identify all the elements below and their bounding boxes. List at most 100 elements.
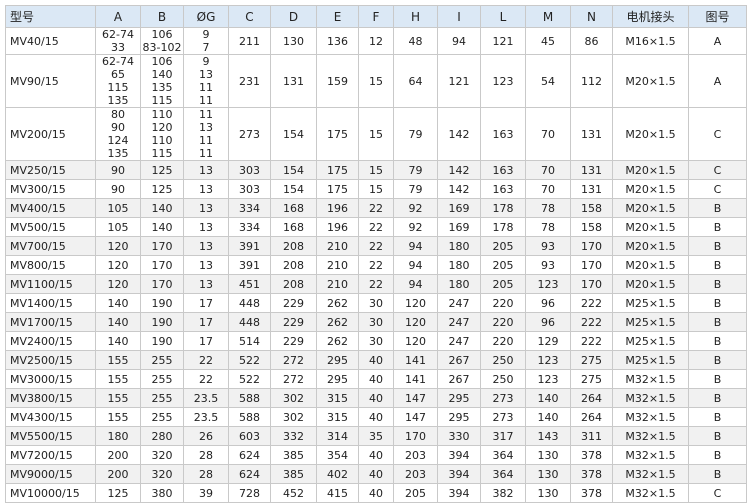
table-cell: 158 bbox=[570, 198, 613, 218]
table-cell: B bbox=[688, 236, 747, 256]
table-row: MV9000/15 200 320 28 624 385 402 40 203 394 364 130… bbox=[5, 464, 747, 484]
table-cell: 90 bbox=[95, 160, 141, 180]
table-cell: 320 bbox=[140, 464, 184, 484]
table-cell: 205 bbox=[480, 274, 526, 294]
table-cell: MV1400/15 bbox=[5, 293, 96, 313]
table-cell: 40 bbox=[358, 445, 394, 465]
table-cell: B bbox=[688, 274, 747, 294]
table-cell: 154 bbox=[270, 179, 317, 199]
table-cell: 22 bbox=[183, 350, 229, 370]
table-row: MV40/15 62-74 33 106 83-102 9 7 211 130 136 12 48 94… bbox=[5, 27, 747, 55]
header-cell: B bbox=[140, 5, 184, 28]
table-cell: 205 bbox=[393, 483, 438, 503]
table-cell: 205 bbox=[480, 236, 526, 256]
table-cell: M32×1.5 bbox=[612, 407, 689, 427]
table-cell: 93 bbox=[525, 236, 571, 256]
table-cell: 208 bbox=[270, 255, 317, 275]
table-cell: 190 bbox=[140, 331, 184, 351]
sub-cell: 115 bbox=[107, 81, 129, 94]
table-cell: 13 bbox=[183, 160, 229, 180]
table-cell: 170 bbox=[393, 426, 438, 446]
table-cell: M20×1.5 bbox=[612, 179, 689, 199]
table-cell: 40 bbox=[358, 350, 394, 370]
table-cell: B bbox=[688, 255, 747, 275]
header-cell: 型号 bbox=[5, 5, 96, 28]
table-cell: M25×1.5 bbox=[612, 331, 689, 351]
table-cell: 452 bbox=[270, 483, 317, 503]
sub-cell: 106 bbox=[151, 28, 173, 42]
sub-cell: 9 bbox=[202, 28, 210, 42]
table-cell: 302 bbox=[270, 407, 317, 427]
table-cell: 170 bbox=[570, 255, 613, 275]
table-cell: 378 bbox=[570, 445, 613, 465]
table-cell: 273 bbox=[480, 388, 526, 408]
table-cell: 178 bbox=[480, 217, 526, 237]
table-cell: 17 bbox=[183, 312, 229, 332]
sub-cell: 11 bbox=[199, 81, 213, 94]
table-cell: 295 bbox=[316, 350, 359, 370]
table-cell: 169 bbox=[437, 217, 481, 237]
table-cell: 229 bbox=[270, 331, 317, 351]
table-cell: MV2500/15 bbox=[5, 350, 96, 370]
table-cell: 168 bbox=[270, 198, 317, 218]
table-cell: 147 bbox=[393, 407, 438, 427]
table-cell: 180 bbox=[437, 274, 481, 294]
table-cell: 315 bbox=[316, 388, 359, 408]
table-cell: 140 bbox=[525, 407, 571, 427]
table-cell: 247 bbox=[437, 312, 481, 332]
table-cell: 267 bbox=[437, 350, 481, 370]
header-cell: C bbox=[228, 5, 271, 28]
table-cell: 394 bbox=[437, 445, 481, 465]
sub-cell: 115 bbox=[151, 94, 173, 107]
table-cell: 280 bbox=[140, 426, 184, 446]
table-cell: 96 bbox=[525, 312, 571, 332]
table-cell: 70 bbox=[525, 179, 571, 199]
table-cell: 15 bbox=[358, 160, 394, 180]
table-cell: 130 bbox=[525, 445, 571, 465]
table-cell: 311 bbox=[570, 426, 613, 446]
table-cell: 90 bbox=[95, 179, 141, 199]
table-cell: 143 bbox=[525, 426, 571, 446]
table-cell: 23.5 bbox=[183, 388, 229, 408]
table-cell: MV10000/15 bbox=[5, 483, 96, 503]
table-cell: M32×1.5 bbox=[612, 464, 689, 484]
table-cell: 13 bbox=[183, 198, 229, 218]
table-cell: MV7200/15 bbox=[5, 445, 96, 465]
table-cell: 203 bbox=[393, 445, 438, 465]
table-cell: 320 bbox=[140, 445, 184, 465]
table-cell: 603 bbox=[228, 426, 271, 446]
table-cell: 131 bbox=[270, 54, 317, 108]
table-cell: 120 bbox=[95, 274, 141, 294]
table-cell: 314 bbox=[316, 426, 359, 446]
table-cell: 170 bbox=[140, 236, 184, 256]
table-row: MV10000/15 125 380 39 728 452 415 40 205 394 382 13… bbox=[5, 483, 747, 503]
table-cell: 13 bbox=[183, 236, 229, 256]
table-cell: 79 bbox=[393, 179, 438, 199]
table-cell: 255 bbox=[140, 407, 184, 427]
table-cell: 728 bbox=[228, 483, 271, 503]
sub-cell: 80 bbox=[111, 108, 125, 122]
table-cell: M32×1.5 bbox=[612, 426, 689, 446]
table-cell: 267 bbox=[437, 369, 481, 389]
header-cell: E bbox=[316, 5, 359, 28]
table-cell: 317 bbox=[480, 426, 526, 446]
sub-cell: 62-74 bbox=[102, 28, 134, 42]
table-cell: 220 bbox=[480, 293, 526, 313]
table-cell: 255 bbox=[140, 369, 184, 389]
table-cell: 22 bbox=[358, 198, 394, 218]
table-cell: MV500/15 bbox=[5, 217, 96, 237]
header-cell: 电机接头 bbox=[612, 5, 689, 28]
table-cell: 385 bbox=[270, 464, 317, 484]
table-cell: 247 bbox=[437, 293, 481, 313]
table-cell: 13 bbox=[183, 274, 229, 294]
table-cell: 92 bbox=[393, 217, 438, 237]
header-cell: L bbox=[480, 5, 526, 28]
sub-cell: 140 bbox=[151, 68, 173, 81]
header-cell: A bbox=[95, 5, 141, 28]
table-cell: 522 bbox=[228, 369, 271, 389]
table-cell: M20×1.5 bbox=[612, 54, 689, 108]
table-cell: 22 bbox=[183, 369, 229, 389]
table-cell: M25×1.5 bbox=[612, 312, 689, 332]
